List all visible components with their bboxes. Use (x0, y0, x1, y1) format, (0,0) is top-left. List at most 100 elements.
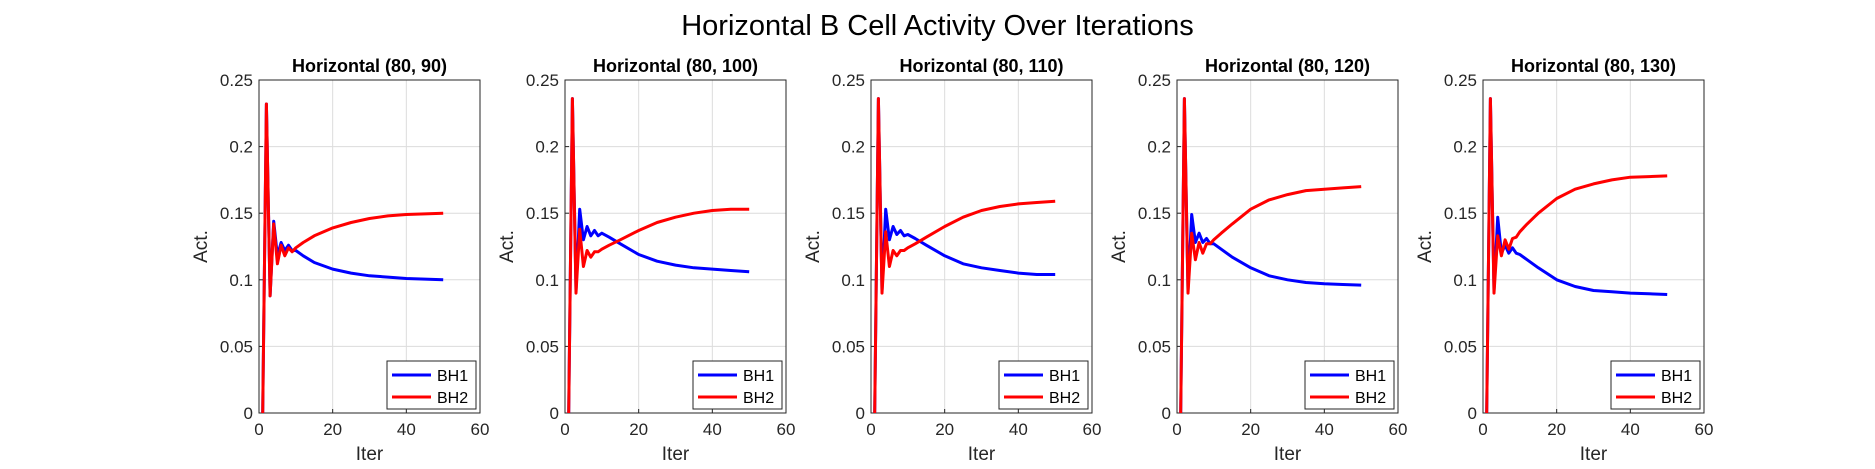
figure-title: Horizontal B Cell Activity Over Iteratio… (681, 10, 1194, 42)
y-tick-label: 0 (1162, 404, 1171, 423)
y-tick-label: 0.1 (229, 271, 253, 290)
y-tick-label: 0 (856, 404, 865, 423)
y-axis-label: Act. (1415, 230, 1436, 263)
subplot-3: 0 20 40 60 0 0.05 0.1 0.15 0.2 0.25 Horizontal (80… (803, 56, 1101, 465)
x-tick-label: 60 (1695, 420, 1714, 439)
y-axis-label: Act. (497, 230, 518, 263)
y-tick-label: 0.05 (1138, 337, 1171, 356)
legend-box (386, 360, 477, 410)
series-line-bh2 (567, 97, 750, 414)
x-tick-label: 20 (1547, 420, 1566, 439)
legend-label-bh2: BH2 (743, 390, 774, 407)
y-tick-label: 0.2 (1453, 138, 1477, 157)
y-tick-label: 0.2 (1147, 138, 1171, 157)
subplot-1: 0 20 40 60 0 0.05 0.1 0.15 0.2 0.25 Horizontal (80… (191, 56, 489, 465)
subplot-2: 0 20 40 60 0 0.05 0.1 0.15 0.2 0.25 Horizontal (80… (497, 56, 795, 465)
series-line-bh2 (1485, 97, 1668, 414)
y-tick-label: 0.05 (832, 337, 865, 356)
subplot-5: 0 20 40 60 0 0.05 0.1 0.15 0.2 0.25 Horizontal (80… (1415, 56, 1713, 465)
subplot-title: Horizontal (80, 130) (1511, 56, 1676, 76)
series-line-bh2 (261, 102, 444, 414)
legend-label-bh2: BH2 (1355, 390, 1386, 407)
y-tick-label: 0.2 (535, 138, 559, 157)
x-tick-label: 60 (777, 420, 796, 439)
x-tick-label: 0 (560, 420, 569, 439)
x-tick-label: 20 (629, 420, 648, 439)
x-axis-label: Iter (356, 444, 384, 465)
series-line-bh1 (873, 97, 1056, 414)
x-tick-label: 0 (1478, 420, 1487, 439)
x-tick-label: 0 (1172, 420, 1181, 439)
x-tick-label: 60 (1389, 420, 1408, 439)
subplot-4: 0 20 40 60 0 0.05 0.1 0.15 0.2 0.25 Horizontal (80… (1109, 56, 1407, 465)
legend-label-bh1: BH1 (743, 368, 774, 385)
subplot-title: Horizontal (80, 120) (1205, 56, 1370, 76)
x-tick-label: 0 (866, 420, 875, 439)
axes-box (1482, 79, 1705, 414)
legend-label-bh2: BH2 (437, 390, 468, 407)
x-tick-label: 40 (397, 420, 416, 439)
x-axis-label: Iter (662, 444, 690, 465)
legend-box (1304, 360, 1395, 410)
y-tick-label: 0.2 (841, 138, 865, 157)
x-tick-label: 40 (703, 420, 722, 439)
y-axis-label: Act. (1109, 230, 1130, 263)
x-tick-label: 40 (1315, 420, 1334, 439)
x-tick-label: 60 (1083, 420, 1102, 439)
y-tick-label: 0.15 (832, 204, 865, 223)
axes-box (258, 79, 481, 414)
y-tick-label: 0.25 (526, 71, 559, 90)
y-tick-label: 0.25 (832, 71, 865, 90)
axes-box (564, 79, 787, 414)
subplot-title: Horizontal (80, 90) (292, 56, 447, 76)
series-line-bh1 (567, 97, 750, 414)
y-tick-label: 0.15 (1444, 204, 1477, 223)
legend-box (692, 360, 783, 410)
x-tick-label: 20 (323, 420, 342, 439)
x-tick-label: 60 (471, 420, 490, 439)
series-line-bh2 (873, 97, 1056, 414)
y-tick-label: 0.1 (535, 271, 559, 290)
y-tick-label: 0.25 (220, 71, 253, 90)
x-tick-label: 40 (1009, 420, 1028, 439)
y-tick-label: 0.1 (1147, 271, 1171, 290)
y-tick-label: 0.05 (1444, 337, 1477, 356)
y-tick-label: 0.1 (1453, 271, 1477, 290)
y-axis-label: Act. (191, 230, 212, 263)
x-axis-label: Iter (1580, 444, 1608, 465)
y-tick-label: 0.15 (1138, 204, 1171, 223)
y-tick-label: 0.15 (220, 204, 253, 223)
y-tick-label: 0.25 (1444, 71, 1477, 90)
series-line-bh1 (1485, 97, 1668, 414)
x-axis-label: Iter (1274, 444, 1302, 465)
x-tick-label: 20 (935, 420, 954, 439)
legend-box (1610, 360, 1701, 410)
x-tick-label: 40 (1621, 420, 1640, 439)
legend-label-bh1: BH1 (1049, 368, 1080, 385)
series-line-bh2 (1179, 97, 1362, 414)
legend-label-bh2: BH2 (1661, 390, 1692, 407)
legend-label-bh1: BH1 (437, 368, 468, 385)
x-tick-label: 0 (254, 420, 263, 439)
y-tick-label: 0.1 (841, 271, 865, 290)
y-tick-label: 0.05 (526, 337, 559, 356)
legend-label-bh1: BH1 (1355, 368, 1386, 385)
axes-box (870, 79, 1093, 414)
y-tick-label: 0.2 (229, 138, 253, 157)
legend-box (998, 360, 1089, 410)
legend-label-bh2: BH2 (1049, 390, 1080, 407)
subplot-title: Horizontal (80, 110) (899, 56, 1063, 76)
y-axis-label: Act. (803, 230, 824, 263)
y-tick-label: 0 (244, 404, 253, 423)
axes-box (1176, 79, 1399, 414)
y-tick-label: 0 (550, 404, 559, 423)
subplot-title: Horizontal (80, 100) (593, 56, 758, 76)
y-tick-label: 0.15 (526, 204, 559, 223)
series-line-bh1 (261, 102, 444, 414)
